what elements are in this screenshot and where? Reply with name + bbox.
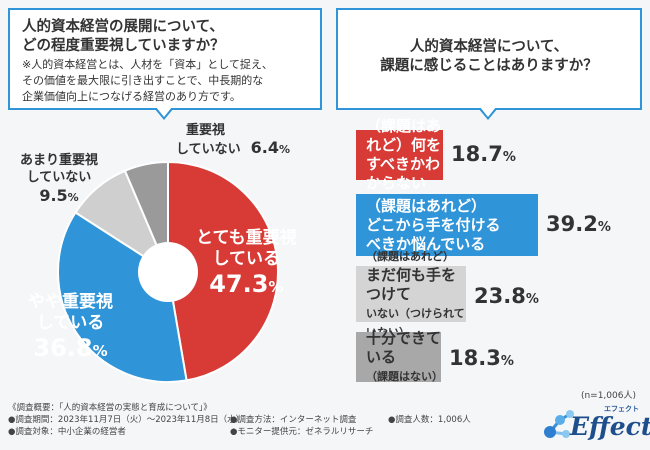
footer-target: ●調査対象：中小企業の経営者 (8, 427, 126, 437)
molecule-icon (544, 410, 574, 438)
question-1-box: 人的資本経営の展開について、 どの程度重要視していますか？ ※人的資本経営とは、… (8, 8, 322, 120)
footer-provider: ●モニター提供元：ゼネラルリサーチ (230, 427, 374, 437)
footer-method: ●調査方法：インターネット調査 (230, 415, 357, 425)
pie-label-not-much-l1: あまり重要視 (20, 153, 99, 168)
pie-pct-somewhat: % (92, 342, 108, 360)
bar3-value-pct: % (500, 354, 514, 369)
pie-pct-very: % (268, 278, 284, 296)
footer-outline: 《調査概要：「人的資本経営の実態と育成について」》 (8, 403, 212, 413)
bar1-line2: どこから手を付ける (366, 215, 501, 234)
bar0-value-num: 18.7 (451, 142, 503, 166)
pie-pct-not: % (278, 143, 290, 156)
bar-where-to-start: （課題はあれど） どこから手を付ける べきか悩んでいる (356, 194, 538, 256)
pie-label-somewhat-l2: している (36, 313, 105, 333)
pie-label-very: とても重要視 している 47.3% (196, 228, 297, 298)
bar1-value: 39.2% (546, 212, 611, 236)
bar-sufficient: 十分できている （課題はない） (356, 328, 443, 383)
bar1-value-pct: % (597, 220, 611, 235)
bar1-line1: （課題はあれど） (366, 196, 487, 215)
pie-chart (57, 160, 279, 383)
logo-name: Effect (570, 412, 650, 441)
bar3-line1: 十分できている (366, 328, 442, 366)
effect-logo: エフェクト Effect (540, 404, 650, 444)
question-2-box: 人的資本経営について、 課題に感じることはありますか？ (336, 8, 642, 120)
pie-slice-somewhat (57, 211, 188, 383)
bar2-line1: （課題はあれど） (366, 249, 454, 263)
q2-bubble-tail-inner (480, 107, 496, 117)
pie-label-not-l1: 重要視 (186, 123, 226, 138)
footer-count: ●調査人数：1,006人 (388, 415, 471, 425)
bar1-value-num: 39.2 (546, 212, 598, 236)
bar0-line1: （課題はあれど）何を (366, 117, 442, 154)
q1-title-line1: 人的資本経営の展開について、 (22, 19, 224, 35)
pie-slice-very (167, 160, 279, 382)
bar1-line3: べきか悩んでいる (366, 234, 486, 253)
pie-label-somewhat: やや重要視 している 36.8% (28, 292, 113, 362)
bar3-value: 18.3% (449, 346, 514, 370)
bar0-value: 18.7% (451, 142, 516, 166)
sample-size-note: (n=1,006人) (580, 391, 636, 401)
q1-note-line3: 企業価値向上につなげる経営のあり方です。 (22, 90, 241, 103)
q2-title-line2: 課題に感じることはありますか？ (380, 58, 598, 74)
pie-label-not-much-l2: していない (26, 170, 92, 185)
logo-kana: エフェクト (604, 405, 639, 413)
pie-center-hole (138, 242, 198, 302)
pie-label-very-l1: とても重要視 (196, 228, 297, 248)
bar2-value-num: 23.8 (474, 284, 526, 308)
bar-not-started: （課題はあれど） まだ何も手をつけて いない（つけられていない） (356, 250, 466, 339)
bar-dont-know-what: （課題はあれど）何を すべきかわからない (356, 117, 443, 192)
q1-note-line2: その価値を最大限に引き出すことで、中長期的な (22, 74, 264, 87)
q2-title-line1: 人的資本経営について、 (409, 39, 569, 55)
pie-label-somewhat-l1: やや重要視 (28, 292, 113, 312)
pie-label-not: 重要視 していない 6.4% (176, 122, 290, 158)
bar0-value-pct: % (502, 150, 516, 165)
q1-title-line2: どの程度重要視していますか？ (22, 38, 225, 54)
bar0-line2: すべきかわからない (366, 155, 440, 192)
bar2-line2: まだ何も手をつけて (366, 265, 457, 303)
pie-label-very-l2: している (212, 249, 281, 269)
bar3-value-num: 18.3 (449, 346, 501, 370)
pie-value-not: 6.4 (250, 138, 279, 157)
q1-note-line1: ※人的資本経営とは、人材を「資本」として捉え、 (22, 58, 273, 71)
pie-label-not-much: あまり重要視 していない 9.5% (20, 152, 98, 205)
bar2-value: 23.8% (474, 284, 539, 308)
bar2-value-pct: % (525, 292, 539, 307)
pie-value-not-much: 9.5 (39, 186, 68, 205)
footer-period: ●調査期間：2023年11月7日（火）〜2023年11月8日（水） (8, 415, 245, 425)
bar3-line2: （課題はない） (366, 369, 443, 383)
q1-bubble-tail-inner (156, 107, 172, 117)
pie-value-very: 47.3 (209, 270, 269, 298)
pie-label-not-l2: していない (176, 142, 241, 157)
pie-value-somewhat: 36.8 (33, 334, 93, 362)
pie-pct-not-much: % (67, 191, 79, 204)
